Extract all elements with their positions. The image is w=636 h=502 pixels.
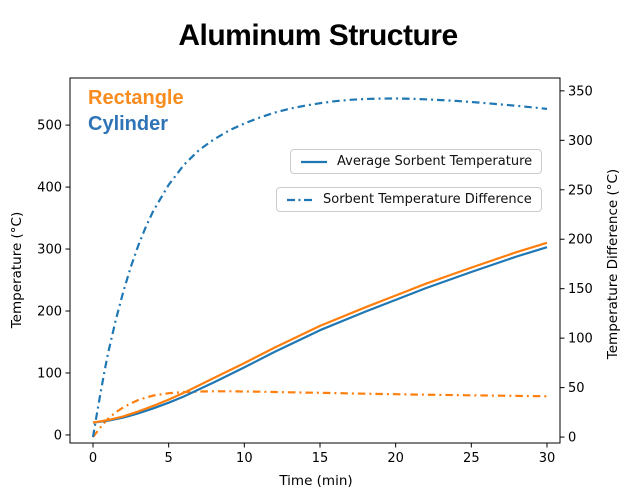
- series-line-0: [92, 390, 548, 438]
- y-right-tick-label: 200: [568, 233, 593, 248]
- x-axis-label: Time (min): [279, 473, 353, 489]
- y-left-tick-label: 300: [37, 243, 62, 258]
- y-right-tick-label: 300: [568, 134, 593, 149]
- x-tick-label: 5: [165, 451, 173, 466]
- legend-sorbent-temperature-difference: Sorbent Temperature Difference: [276, 187, 542, 212]
- x-tick-label: 10: [236, 451, 253, 466]
- y-right-tick-label: 250: [568, 183, 593, 198]
- x-tick-label: 20: [387, 451, 404, 466]
- annotation-cylinder: Cylinder: [88, 113, 169, 135]
- legend-average-sorbent-temperature: Average Sorbent Temperature: [290, 149, 543, 174]
- y-right-tick-label: 0: [568, 431, 576, 446]
- y-left-tick-label: 500: [37, 119, 62, 134]
- dashdot-line-sample-icon: [287, 198, 313, 201]
- x-tick-label: 30: [539, 451, 556, 466]
- y-left-tick-label: 200: [37, 305, 62, 320]
- y-left-tick-label: 400: [37, 181, 62, 196]
- solid-line-sample-icon: [301, 160, 327, 163]
- y-right-axis-label: Temperature Difference (°C): [605, 168, 621, 360]
- y-left-axis-label: Temperature (°C): [9, 211, 25, 329]
- plot-border: [69, 77, 561, 444]
- series-line-3: [92, 241, 548, 424]
- annotation-rectangle: Rectangle: [88, 87, 184, 109]
- y-left-tick-label: 100: [37, 366, 62, 381]
- y-right-tick-label: 100: [568, 332, 593, 347]
- legend-average-label: Average Sorbent Temperature: [337, 154, 533, 169]
- x-tick-label: 0: [89, 451, 97, 466]
- y-right-tick-label: 150: [568, 282, 593, 297]
- series-line-2: [92, 246, 548, 424]
- x-tick-label: 25: [463, 451, 480, 466]
- series-line-1: [91, 97, 548, 438]
- x-tick-label: 15: [312, 451, 329, 466]
- chart-title: Aluminum Structure: [178, 19, 458, 52]
- y-right-tick-label: 50: [568, 381, 585, 396]
- y-left-tick-label: 0: [54, 428, 62, 443]
- y-right-tick-label: 350: [568, 84, 593, 99]
- legend-difference-label: Sorbent Temperature Difference: [323, 192, 532, 207]
